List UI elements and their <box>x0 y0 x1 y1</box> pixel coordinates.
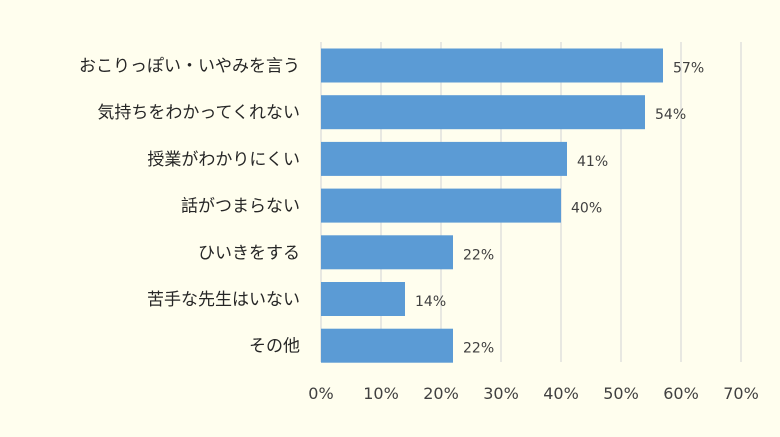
bars <box>321 48 663 363</box>
bar <box>321 188 561 223</box>
value-labels: 57% 54% 41% 40% 22% 14% 22% <box>415 61 704 357</box>
category-label: 苦手な先生はいない <box>147 290 300 310</box>
value-label: 41% <box>577 154 608 170</box>
x-tick-label: 10% <box>363 384 399 403</box>
bar <box>321 95 645 130</box>
category-label: その他 <box>249 337 300 357</box>
category-label: 気持ちをわかってくれない <box>97 103 300 123</box>
x-tick-label: 20% <box>423 384 459 403</box>
x-tick-label: 0% <box>308 384 333 403</box>
category-label: おこりっぽい・いやみを言う <box>79 57 300 77</box>
bar <box>321 141 567 176</box>
bar <box>321 282 405 316</box>
value-label: 14% <box>415 294 446 310</box>
category-label: ひいきをする <box>198 243 300 263</box>
x-tick-label: 40% <box>543 384 579 403</box>
x-tick-label: 30% <box>483 384 519 403</box>
category-labels: おこりっぽい・いやみを言う気持ちをわかってくれない授業がわかりにくい話がつまらな… <box>79 57 300 357</box>
value-label: 54% <box>655 107 686 123</box>
category-label: 話がつまらない <box>181 197 300 217</box>
x-tick-label: 60% <box>663 384 699 403</box>
x-tick-labels: 0% 10% 20% 30% 40% 50% 60% 70% <box>308 384 758 403</box>
bar <box>321 328 453 363</box>
value-label: 22% <box>463 247 494 263</box>
value-label: 40% <box>571 201 602 217</box>
x-tick-label: 70% <box>723 384 759 403</box>
value-label: 22% <box>463 341 494 357</box>
x-tick-label: 50% <box>603 384 639 403</box>
bar <box>321 48 663 83</box>
value-label: 57% <box>673 61 704 77</box>
bar <box>321 235 453 270</box>
category-label: 授業がわかりにくい <box>147 150 300 170</box>
